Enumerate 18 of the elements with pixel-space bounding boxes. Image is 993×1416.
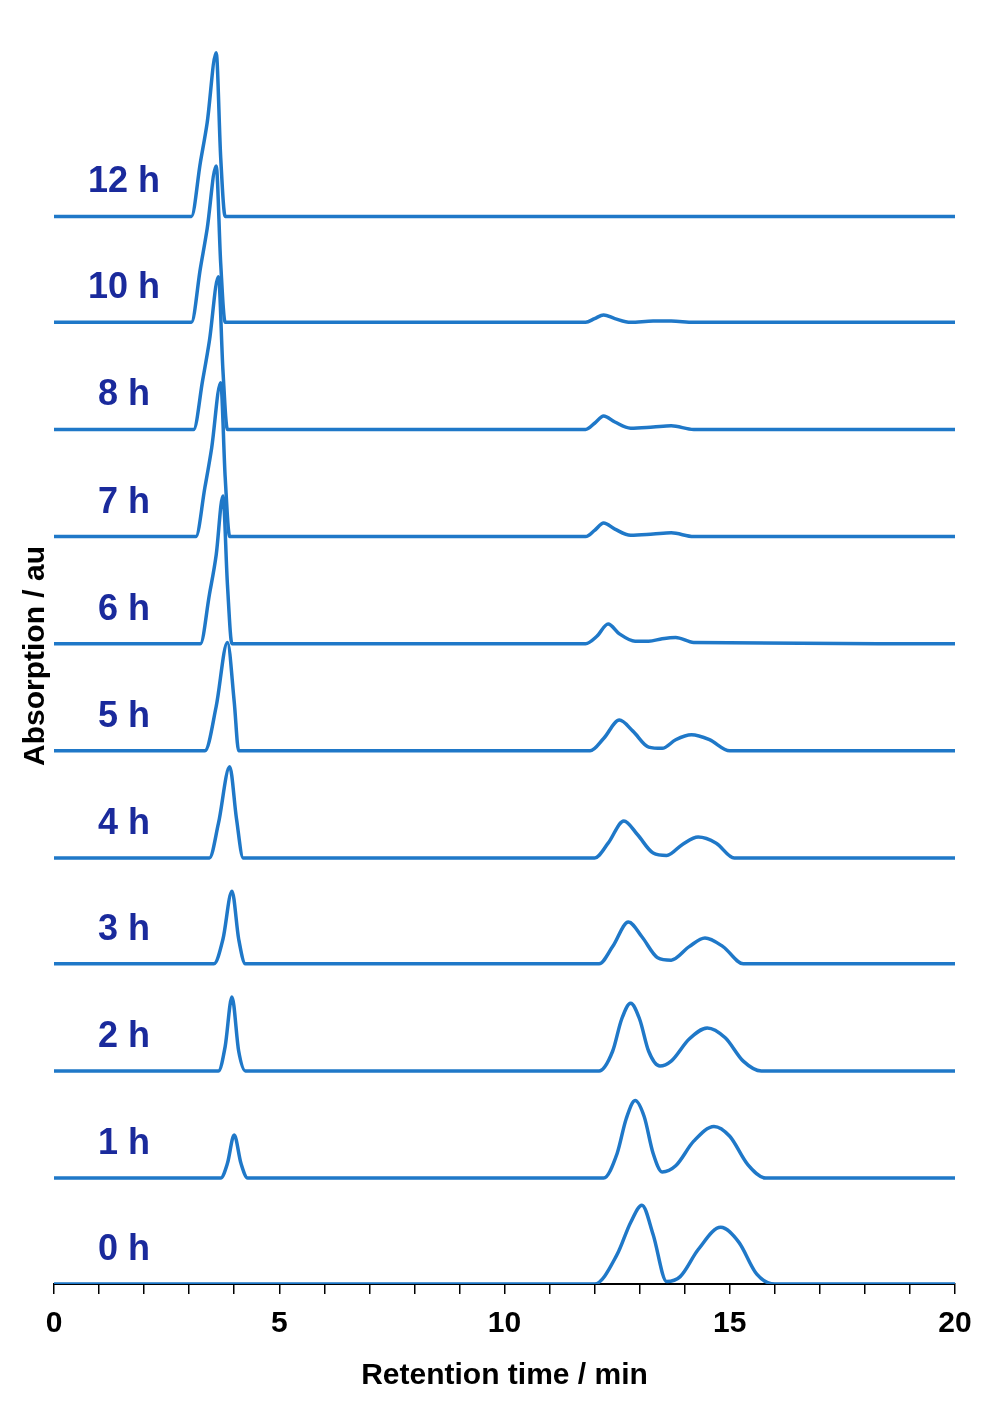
series-label: 10 h <box>87 265 161 307</box>
series-label: 2 h <box>97 1013 151 1055</box>
x-tick-label: 20 <box>938 1305 972 1339</box>
series-label: 7 h <box>97 479 151 521</box>
series-label: 8 h <box>97 372 151 414</box>
series-label: 1 h <box>97 1121 151 1163</box>
x-tick-label: 5 <box>270 1305 288 1339</box>
y-axis-title: Absorption / au <box>17 546 51 766</box>
series-label: 3 h <box>97 906 151 948</box>
x-axis-title: Retention time / min <box>361 1357 648 1391</box>
x-tick-label: 0 <box>45 1305 63 1339</box>
series-label: 5 h <box>97 693 151 735</box>
x-tick-label: 10 <box>487 1305 522 1339</box>
series-label: 0 h <box>97 1227 151 1268</box>
series-label: 4 h <box>97 800 151 842</box>
series-label: 6 h <box>97 586 151 628</box>
x-tick-label: 15 <box>713 1305 747 1339</box>
series-label: 12 h <box>87 159 161 201</box>
